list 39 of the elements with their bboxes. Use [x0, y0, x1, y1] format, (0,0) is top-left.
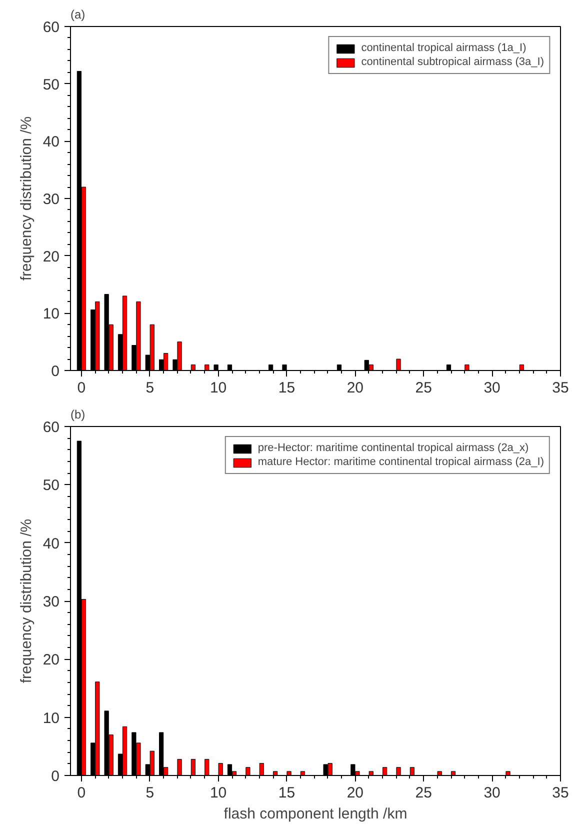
- x-tick-label: 15: [278, 784, 296, 802]
- x-tick-label: 5: [146, 784, 154, 802]
- chart-title: (a): [70, 8, 86, 22]
- y-tick-label: 0: [51, 768, 60, 785]
- x-tick-label: 10: [210, 380, 227, 396]
- y-tick-label: 30: [42, 191, 60, 208]
- y-tick-label: 10: [42, 306, 60, 323]
- x-tick-label: 15: [278, 380, 296, 396]
- legend-label: pre-Hector: maritime continental tropical airmass (2a_x): [258, 442, 529, 454]
- y-tick-label: 40: [42, 134, 60, 151]
- y-tick-label: 10: [42, 710, 60, 727]
- x-tick-label: 35: [552, 784, 569, 802]
- x-axis-title: flash component length /km: [224, 806, 408, 822]
- chart-title: (b): [70, 408, 86, 422]
- legend-label: mature Hector: maritime continental tropical airmass (2a_I): [258, 456, 544, 468]
- x-tick-label: 5: [146, 380, 154, 396]
- y-tick-label: 0: [51, 363, 60, 380]
- legend-label: continental tropical airmass (1a_I): [361, 42, 526, 54]
- x-tick-label: 0: [77, 784, 86, 802]
- x-tick-label: 20: [346, 380, 364, 396]
- y-tick-label: 20: [42, 652, 60, 669]
- x-tick-label: 25: [415, 784, 432, 802]
- y-tick-label: 60: [42, 19, 60, 36]
- x-tick-label: 0: [77, 380, 86, 396]
- y-tick-label: 30: [42, 594, 60, 610]
- x-tick-label: 30: [484, 380, 500, 396]
- y-tick-label: 50: [42, 76, 60, 94]
- y-axis-title: frequency distribution /%: [18, 518, 35, 684]
- x-tick-label: 25: [415, 380, 432, 396]
- y-tick-label: 40: [42, 535, 60, 552]
- x-tick-label: 20: [346, 784, 364, 802]
- y-tick-label: 20: [42, 248, 60, 266]
- legend-label: continental subtropical airmass (3a_I): [361, 56, 544, 68]
- x-tick-label: 10: [210, 784, 227, 802]
- y-axis-title: frequency distribution /%: [18, 116, 35, 281]
- y-tick-label: 60: [42, 419, 60, 436]
- x-tick-label: 30: [484, 784, 500, 802]
- y-tick-label: 50: [42, 477, 60, 494]
- x-tick-label: 35: [552, 380, 569, 396]
